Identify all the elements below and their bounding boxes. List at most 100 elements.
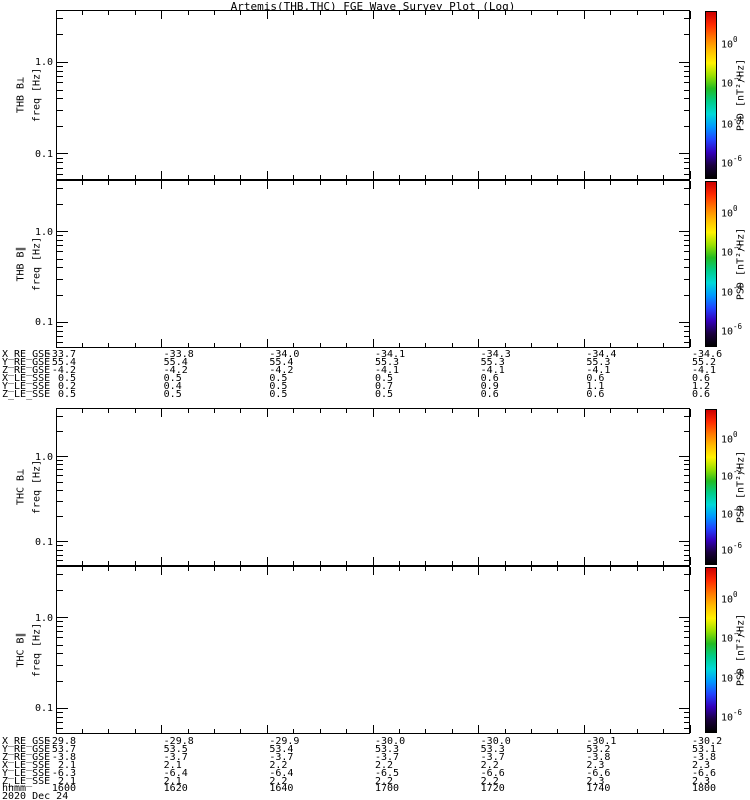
y-minor-tick-mark xyxy=(57,481,63,483)
y-minor-tick-mark xyxy=(57,637,63,639)
ephemeris-value: -4.1 xyxy=(480,364,505,376)
ephemeris-value: 0.6 xyxy=(480,372,499,384)
x-major-tick-mark xyxy=(266,181,268,189)
ephemeris-value: -33.8 xyxy=(163,349,194,360)
colorbar-tick-base: 10 xyxy=(721,633,734,645)
x-minor-tick-mark xyxy=(108,181,110,185)
ephemeris-value: 53.1 xyxy=(692,743,717,755)
colorbar-tick-base: 10 xyxy=(721,157,734,169)
ephemeris-value: 0.6 xyxy=(480,388,499,400)
x-major-tick-mark xyxy=(161,725,163,733)
colorbar-tick-base: 10 xyxy=(721,247,734,259)
y-minor-tick-mark xyxy=(684,415,690,417)
ephemeris-value: -34.6 xyxy=(692,349,723,360)
y-minor-tick-mark xyxy=(57,653,63,655)
y-minor-tick-mark xyxy=(57,644,63,646)
x-major-tick-mark xyxy=(55,11,57,19)
ephemeris-value: 2.1 xyxy=(57,775,76,787)
colorbar xyxy=(705,567,717,733)
y-major-tick-mark xyxy=(57,321,68,323)
x-minor-tick-mark xyxy=(398,567,400,571)
x-major-tick-mark xyxy=(266,11,268,19)
y-minor-tick-mark xyxy=(684,464,690,466)
x-minor-tick-mark xyxy=(531,343,532,347)
y-minor-tick-mark xyxy=(684,631,690,633)
y-major-tick-mark xyxy=(679,707,690,709)
y-minor-tick-mark xyxy=(57,549,63,551)
x-major-tick-mark xyxy=(689,557,691,565)
x-minor-tick-mark xyxy=(108,561,110,565)
ephemeris-value: 0.5 xyxy=(57,388,76,400)
y-minor-tick-mark xyxy=(57,554,63,556)
x-minor-tick-mark xyxy=(398,343,400,347)
y-minor-tick-mark xyxy=(684,76,690,78)
ephemeris-value: 2.2 xyxy=(269,775,288,787)
y-minor-tick-mark xyxy=(684,716,690,718)
x-major-tick-mark xyxy=(55,181,57,189)
x-minor-tick-mark xyxy=(319,409,321,413)
x-minor-tick-mark xyxy=(636,181,638,185)
x-major-tick-mark xyxy=(266,567,268,575)
y-minor-tick-mark xyxy=(57,711,63,713)
x-minor-tick-mark xyxy=(81,567,83,571)
x-major-tick-mark xyxy=(372,409,374,417)
x-minor-tick-mark xyxy=(319,729,321,733)
colorbar xyxy=(705,181,717,347)
x-minor-tick-mark xyxy=(425,729,427,733)
colorbar-tick-label: 10-4 xyxy=(721,505,742,520)
x-minor-tick-mark xyxy=(81,343,83,347)
colorbar-tick-exponent: -4 xyxy=(733,283,743,293)
y-major-tick-mark xyxy=(679,153,690,155)
x-minor-tick-mark xyxy=(557,567,559,571)
x-minor-tick-mark xyxy=(134,561,136,565)
x-minor-tick-mark xyxy=(557,729,559,733)
colorbar-tick-base: 10 xyxy=(721,594,734,606)
y-minor-tick-mark xyxy=(57,560,63,562)
y-major-tick-mark xyxy=(57,541,68,543)
colorbar-tick-label: 10-2 xyxy=(721,629,742,645)
y-minor-tick-mark xyxy=(684,294,690,296)
x-minor-tick-mark xyxy=(504,343,506,347)
freq-axis-label: freq [Hz] xyxy=(31,67,43,123)
x-minor-tick-mark xyxy=(557,175,559,179)
x-minor-tick-mark xyxy=(108,343,110,347)
y-minor-tick-mark xyxy=(57,98,63,100)
ephemeris-value: 1740 xyxy=(586,783,611,795)
y-minor-tick-mark xyxy=(684,545,690,547)
y-minor-tick-mark xyxy=(57,680,63,682)
ephemeris-value: 55.3 xyxy=(586,356,611,368)
x-minor-tick-mark xyxy=(108,175,110,179)
colorbar xyxy=(705,409,717,565)
ephemeris-value: 2.2 xyxy=(480,775,499,787)
colorbar-tick-base: 10 xyxy=(721,208,734,220)
y-major-tick-mark xyxy=(57,231,68,233)
y-minor-tick-mark xyxy=(57,515,63,517)
x-major-tick-mark xyxy=(478,557,480,565)
x-minor-tick-mark xyxy=(293,561,295,565)
x-minor-tick-mark xyxy=(187,181,189,185)
y-minor-tick-mark xyxy=(684,469,690,471)
ephemeris-value: 2.3 xyxy=(692,759,711,771)
x-major-tick-mark xyxy=(583,171,585,179)
y-tick-label: 0.1 xyxy=(34,536,53,548)
y-tick-label: 0.1 xyxy=(34,148,53,160)
x-minor-tick-mark xyxy=(610,343,612,347)
x-major-tick-mark xyxy=(161,567,163,575)
ephemeris-value: -3.8 xyxy=(586,751,611,763)
x-minor-tick-mark xyxy=(531,175,532,179)
x-minor-tick-mark xyxy=(425,181,427,185)
y-minor-tick-mark xyxy=(684,278,690,280)
colorbar-tick-label: 10-2 xyxy=(721,243,742,259)
ephemeris-value: 0.5 xyxy=(269,380,288,392)
ephemeris-value: -29.8 xyxy=(163,736,194,747)
panel-y-axis-label: THC B∥ xyxy=(15,632,27,668)
ephemeris-row-label: Y_LE_SSE xyxy=(2,767,51,779)
y-minor-tick-mark xyxy=(684,267,690,269)
colorbar-tick-exponent: -6 xyxy=(733,153,743,163)
x-major-tick-mark xyxy=(372,171,374,179)
panel-y-axis-label: THB B∥ xyxy=(15,246,27,282)
x-major-tick-mark xyxy=(372,339,374,347)
y-minor-tick-mark xyxy=(57,251,63,253)
x-major-tick-mark xyxy=(266,557,268,565)
y-tick-label: 0.1 xyxy=(34,317,53,329)
